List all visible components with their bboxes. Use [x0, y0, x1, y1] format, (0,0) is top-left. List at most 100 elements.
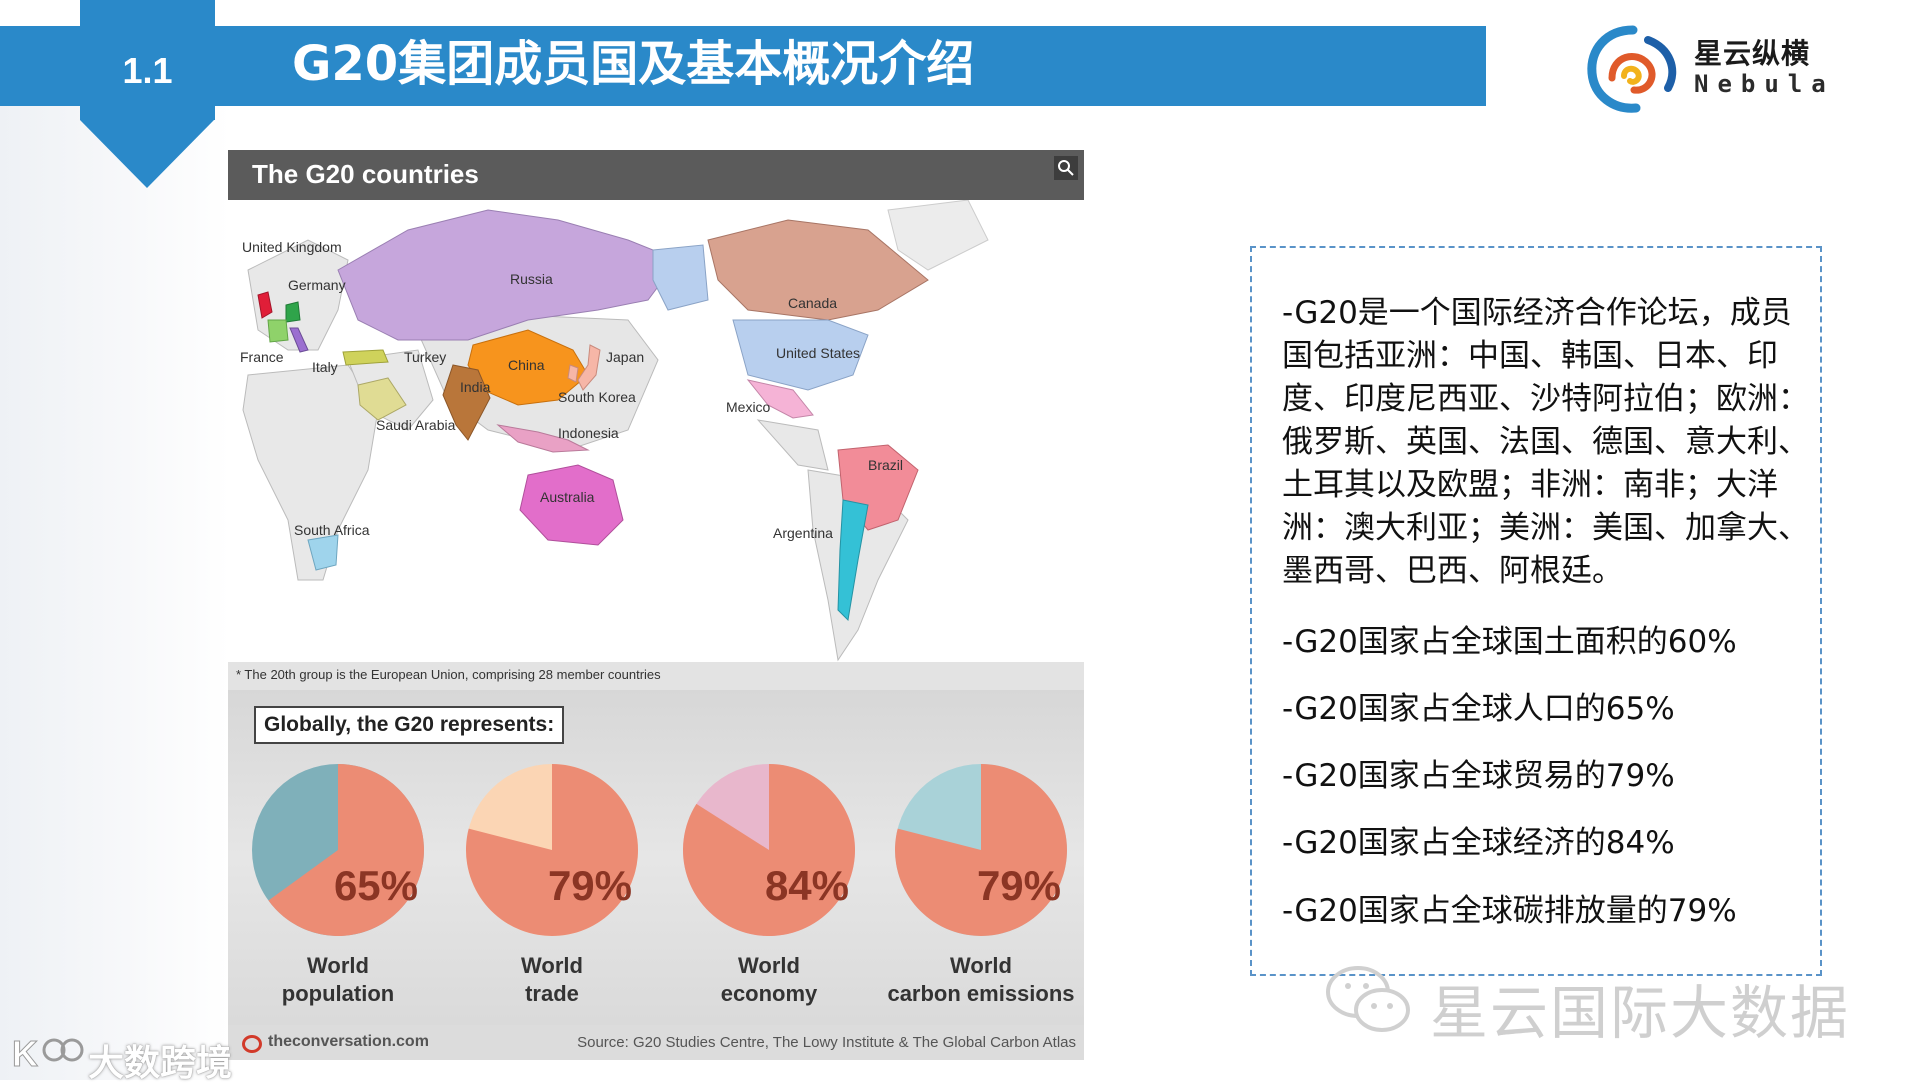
fact-economy: -G20国家占全球经济的84% [1282, 825, 1675, 861]
stat-label: World economy [671, 952, 867, 1008]
italy-shape [289, 327, 309, 353]
world-map: United Kingdom Germany France Italy Russ… [228, 200, 1084, 662]
united-states-shape [732, 319, 869, 391]
south-africa-shape [307, 534, 339, 571]
label-germany: Germany [288, 277, 346, 293]
background-fade [0, 100, 230, 1080]
uk-shape [257, 291, 273, 319]
pie-chart [894, 764, 1067, 936]
infographic-title: The G20 countries [252, 159, 479, 189]
south-korea-shape [567, 364, 579, 383]
zoom-button[interactable] [1054, 156, 1078, 180]
france-shape [267, 319, 289, 343]
pie-chart [465, 764, 638, 936]
title-bar [0, 26, 1486, 106]
canada-shape [707, 219, 929, 321]
source-credit: Source: G20 Studies Centre, The Lowy Ins… [577, 1034, 1076, 1051]
mexico-shape [746, 379, 814, 419]
stat-percent: 79% [976, 862, 1061, 909]
pie-chart [683, 764, 856, 936]
label-canada: Canada [788, 295, 837, 311]
watermark-left: K 大数跨境 [10, 1030, 270, 1085]
greenland-landmass [887, 200, 989, 271]
pie-chart [252, 764, 424, 936]
australia-shape [519, 464, 624, 546]
nebula-logo: 星云纵横 Nebula [1578, 18, 1908, 118]
logo-subtitle: Nebula [1694, 70, 1835, 98]
stat-label: World carbon emissions [883, 952, 1079, 1008]
label-russia: Russia [510, 271, 553, 287]
brand-mark-icon: K [12, 1033, 84, 1075]
saudi-arabia-shape [357, 377, 407, 421]
search-icon [1058, 160, 1074, 176]
fact-land-area: -G20国家占全球国土面积的60% [1282, 624, 1737, 660]
stat-percent: 84% [764, 862, 849, 909]
section-tab-arrow [80, 120, 214, 188]
stat-label-line1: World [950, 953, 1012, 978]
stat-population: 65% World population [240, 762, 436, 1022]
label-turkey: Turkey [404, 349, 446, 365]
stat-label-line1: World [307, 953, 369, 978]
label-australia: Australia [540, 489, 595, 505]
source-strip: theconversation.com Source: G20 Studies … [228, 1025, 1084, 1060]
fact-carbon: -G20国家占全球碳排放量的79% [1282, 893, 1737, 929]
watermark-right: 星云国际大数据 [1320, 960, 1880, 1047]
stat-label-line2: economy [720, 981, 818, 1006]
stat-carbon: 79% World carbon emissions [883, 762, 1079, 1022]
stat-label-line1: World [738, 953, 800, 978]
label-mexico: Mexico [726, 399, 771, 415]
infographic-header: The G20 countries [228, 150, 1084, 200]
central-america-landmass [756, 419, 829, 471]
stat-percent: 65% [333, 862, 418, 909]
section-tab [80, 0, 215, 120]
turkey-shape [342, 349, 389, 366]
russia-shape [337, 209, 679, 341]
label-china: China [508, 357, 545, 373]
conversation-logo-icon [242, 1035, 262, 1053]
represents-label: Globally, the G20 represents: [254, 706, 565, 744]
label-uk: United Kingdom [242, 239, 342, 255]
label-south-korea: South Korea [558, 389, 636, 405]
watermark-right-text: 星云国际大数据 [1430, 979, 1851, 1047]
stat-label-line2: carbon emissions [887, 981, 1075, 1006]
label-saudi-arabia: Saudi Arabia [376, 417, 456, 433]
stat-label-line1: World [521, 953, 583, 978]
stat-label-line2: population [281, 981, 395, 1006]
germany-shape [285, 301, 301, 323]
label-south-africa: South Africa [294, 522, 370, 538]
fact-population: -G20国家占全球人口的65% [1282, 691, 1675, 727]
label-brazil: Brazil [868, 457, 903, 473]
label-indonesia: Indonesia [558, 425, 619, 441]
label-italy: Italy [312, 359, 338, 375]
label-japan: Japan [606, 349, 644, 365]
intro-text: -G20是一个国际经济合作论坛，成员国包括亚洲：中国、韩国、日本、印度、印度尼西… [1282, 295, 1809, 589]
stat-label-line2: trade [525, 981, 579, 1006]
label-united-states: United States [776, 345, 860, 361]
fact-trade: -G20国家占全球贸易的79% [1282, 758, 1675, 794]
stats-area: Globally, the G20 represents: 65% World … [228, 690, 1084, 1025]
label-argentina: Argentina [773, 525, 833, 541]
logo-name: 星云纵横 [1694, 37, 1811, 70]
watermark-left-text: 大数跨境 [88, 1043, 233, 1084]
argentina-shape [837, 499, 869, 622]
alaska-shape [652, 244, 709, 311]
page-title: G20集团成员国及基本概况介绍 [292, 36, 975, 92]
description-box: -G20是一个国际经济合作论坛，成员国包括亚洲：中国、韩国、日本、印度、印度尼西… [1250, 246, 1822, 976]
stat-label: World trade [454, 952, 650, 1008]
label-india: India [460, 379, 491, 395]
svg-text:K: K [12, 1033, 38, 1074]
swirl-logo-icon [1587, 25, 1677, 113]
india-shape [442, 364, 491, 441]
footnote: * The 20th group is the European Union, … [236, 667, 661, 682]
stat-trade: 79% World trade [454, 762, 650, 1022]
footnote-strip: * The 20th group is the European Union, … [228, 662, 1084, 690]
label-france: France [240, 349, 284, 365]
japan-shape [577, 344, 601, 391]
source-site: theconversation.com [268, 1033, 429, 1050]
stat-percent: 79% [547, 862, 632, 909]
wechat-icon [1326, 966, 1410, 1032]
section-number: 1.1 [122, 50, 173, 91]
g20-infographic: The G20 countries [228, 150, 1084, 1060]
indonesia-shape [496, 424, 590, 453]
stat-label: World population [240, 952, 436, 1008]
